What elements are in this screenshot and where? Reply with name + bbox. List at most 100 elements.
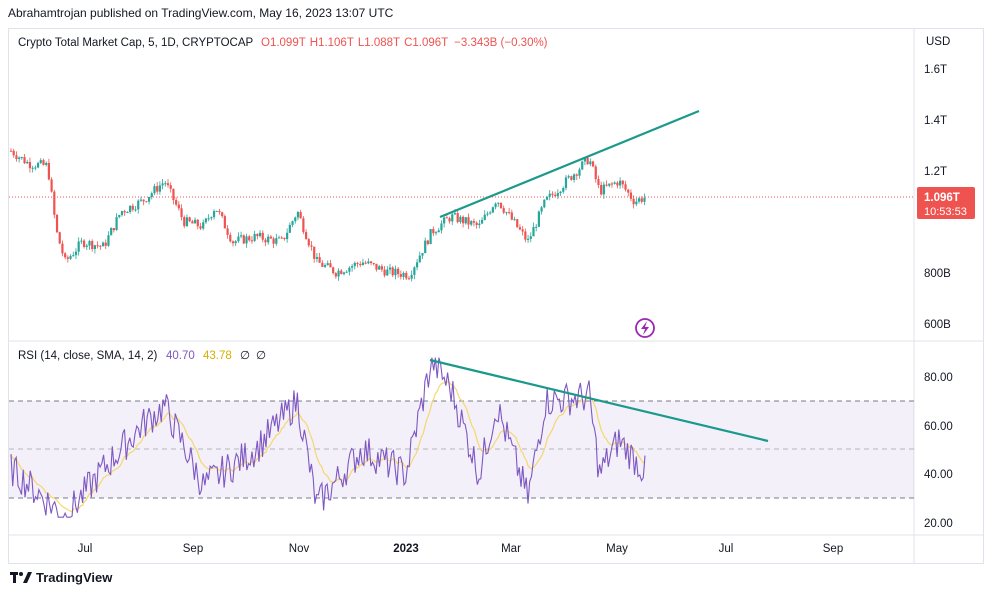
candle-body bbox=[193, 219, 197, 224]
candle-body bbox=[508, 212, 511, 214]
candle-body bbox=[570, 176, 573, 180]
svg-text:10:53:53: 10:53:53 bbox=[924, 206, 967, 218]
candle-body bbox=[497, 202, 500, 204]
tradingview-brand[interactable]: TradingView bbox=[36, 570, 113, 585]
candle-body bbox=[147, 196, 151, 202]
candle-body bbox=[207, 218, 210, 220]
rsi-line bbox=[10, 357, 646, 518]
candle-body bbox=[283, 237, 286, 240]
candle-body bbox=[215, 210, 218, 212]
candle-body bbox=[302, 218, 305, 233]
time-tick-label: Jul bbox=[719, 543, 734, 555]
rsi-trendline[interactable] bbox=[429, 358, 769, 443]
candle-body bbox=[277, 237, 281, 239]
candle-body bbox=[91, 240, 94, 249]
candle-body bbox=[629, 192, 633, 199]
candle-body bbox=[399, 274, 402, 277]
candle-body bbox=[36, 162, 40, 168]
candle-body bbox=[359, 264, 362, 266]
rsi-sma-value: 43.78 bbox=[203, 350, 232, 362]
price-trendline[interactable] bbox=[439, 109, 700, 219]
candle-body bbox=[137, 200, 140, 210]
candle-body bbox=[77, 241, 80, 252]
candle-body bbox=[461, 216, 465, 224]
candle-body bbox=[356, 262, 359, 265]
candle-body bbox=[175, 200, 178, 205]
candle-body bbox=[375, 263, 378, 270]
candle-body bbox=[199, 226, 202, 229]
candle-body bbox=[248, 236, 251, 241]
candle-body bbox=[88, 240, 91, 246]
candle-body bbox=[480, 219, 484, 224]
candle-body bbox=[345, 271, 348, 273]
candle-body bbox=[229, 234, 232, 242]
candle-body bbox=[323, 264, 327, 267]
candle-body bbox=[418, 255, 421, 263]
ohlc-values: O1.099T H1.106T L1.088T C1.096T −3.343B (−0.… bbox=[261, 37, 548, 49]
candle-body bbox=[402, 272, 405, 277]
candle-body bbox=[72, 255, 75, 257]
candle-body bbox=[369, 261, 373, 264]
candle-body bbox=[307, 239, 310, 246]
candle-body bbox=[129, 205, 132, 212]
candle-body bbox=[505, 212, 508, 214]
rsi-tick-label: 80.00 bbox=[924, 372, 953, 384]
candle-body bbox=[543, 199, 546, 208]
candle-body bbox=[26, 161, 29, 164]
candle-body bbox=[378, 266, 381, 270]
candle-body bbox=[304, 232, 308, 240]
candle-body bbox=[110, 228, 113, 236]
candle-body bbox=[353, 262, 356, 267]
candle-body bbox=[296, 212, 300, 218]
candle-body bbox=[226, 228, 229, 235]
candle-body bbox=[126, 211, 129, 213]
candle-body bbox=[267, 236, 270, 243]
time-tick-label: Nov bbox=[289, 543, 310, 555]
time-tick-label: 2023 bbox=[393, 543, 419, 555]
candle-body bbox=[342, 272, 346, 275]
rsi-sma-line bbox=[10, 381, 646, 513]
candle-body bbox=[93, 245, 97, 249]
candle-body bbox=[118, 214, 121, 218]
footer: TradingView bbox=[10, 570, 112, 585]
candle-body bbox=[234, 241, 237, 244]
candle-body bbox=[470, 221, 473, 225]
candle-body bbox=[451, 214, 454, 222]
candle-body bbox=[429, 229, 432, 245]
candle-body bbox=[131, 205, 134, 210]
candle-body bbox=[518, 227, 522, 230]
candle-body bbox=[223, 216, 226, 229]
candle-body bbox=[526, 238, 530, 240]
candle-body bbox=[489, 212, 492, 214]
rsi-legend-label[interactable]: RSI (14, close, SMA, 14, 2) bbox=[18, 350, 158, 362]
candle-body bbox=[632, 198, 635, 205]
candle-body bbox=[112, 228, 115, 231]
lightning-icon[interactable] bbox=[635, 318, 655, 338]
candle-body bbox=[310, 245, 313, 247]
candle-body bbox=[196, 219, 199, 227]
publisher-caption: Abrahamtrojan published on TradingView.c… bbox=[8, 6, 394, 20]
candle-body bbox=[291, 221, 294, 225]
candle-body bbox=[494, 203, 497, 208]
currency-label[interactable]: USD bbox=[926, 36, 950, 48]
candle-body bbox=[107, 235, 110, 246]
candle-body bbox=[597, 179, 600, 185]
candle-body bbox=[23, 157, 26, 164]
candle-body bbox=[499, 202, 503, 209]
candle-body bbox=[185, 217, 189, 227]
candle-body bbox=[272, 238, 275, 244]
rsi-empty-value-1: ∅ bbox=[240, 350, 250, 362]
candle-body bbox=[69, 256, 72, 259]
candle-body bbox=[510, 212, 513, 220]
candle-body bbox=[415, 262, 419, 268]
candle-body bbox=[337, 270, 340, 277]
candle-body bbox=[583, 157, 587, 162]
candle-body bbox=[250, 240, 254, 242]
candle-body bbox=[397, 268, 400, 275]
candle-body bbox=[142, 199, 145, 202]
symbol-legend[interactable]: Crypto Total Market Cap, 5, 1D, CRYPTOCA… bbox=[18, 37, 254, 49]
rsi-value: 40.70 bbox=[166, 350, 195, 362]
candle-body bbox=[467, 217, 470, 225]
candle-body bbox=[240, 235, 243, 237]
